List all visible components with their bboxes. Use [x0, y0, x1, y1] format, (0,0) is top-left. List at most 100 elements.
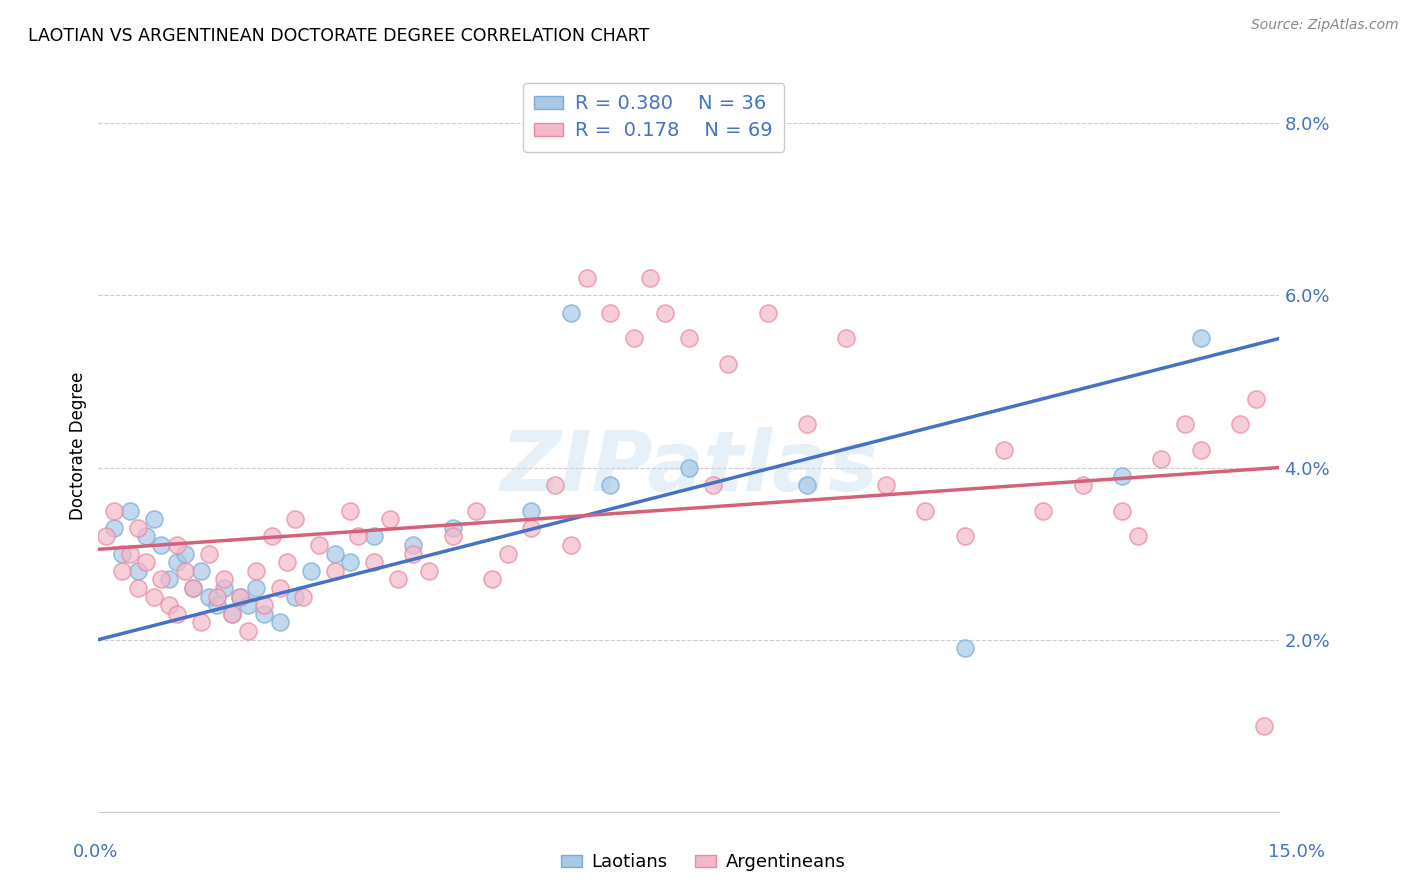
Point — [174, 564, 197, 578]
Point — [756, 305, 779, 319]
Point — [1189, 331, 1212, 345]
Point — [190, 564, 212, 578]
Point — [269, 615, 291, 630]
Point — [269, 581, 291, 595]
Point — [245, 564, 267, 578]
Point — [323, 547, 346, 561]
Point — [292, 590, 315, 604]
Point — [875, 477, 897, 491]
Point — [1244, 392, 1267, 406]
Point — [142, 590, 165, 604]
Point — [118, 503, 141, 517]
Point — [236, 624, 259, 638]
Point — [441, 521, 464, 535]
Text: 0.0%: 0.0% — [73, 843, 118, 861]
Point — [135, 555, 157, 569]
Point — [1150, 451, 1173, 466]
Legend: R = 0.380    N = 36, R =  0.178    N = 69: R = 0.380 N = 36, R = 0.178 N = 69 — [523, 83, 785, 152]
Point — [323, 564, 346, 578]
Point — [253, 607, 276, 621]
Point — [953, 641, 976, 656]
Point — [993, 443, 1015, 458]
Point — [221, 607, 243, 621]
Point — [157, 598, 180, 612]
Point — [127, 581, 149, 595]
Point — [181, 581, 204, 595]
Point — [378, 512, 401, 526]
Point — [103, 521, 125, 535]
Point — [111, 547, 134, 561]
Point — [1111, 503, 1133, 517]
Point — [1229, 417, 1251, 432]
Point — [717, 357, 740, 371]
Point — [599, 305, 621, 319]
Point — [127, 521, 149, 535]
Point — [599, 477, 621, 491]
Point — [260, 529, 283, 543]
Point — [197, 590, 219, 604]
Point — [465, 503, 488, 517]
Point — [339, 555, 361, 569]
Point — [197, 547, 219, 561]
Point — [127, 564, 149, 578]
Text: 15.0%: 15.0% — [1268, 843, 1324, 861]
Point — [678, 460, 700, 475]
Point — [166, 555, 188, 569]
Point — [363, 555, 385, 569]
Point — [387, 573, 409, 587]
Point — [236, 598, 259, 612]
Point — [229, 590, 252, 604]
Text: LAOTIAN VS ARGENTINEAN DOCTORATE DEGREE CORRELATION CHART: LAOTIAN VS ARGENTINEAN DOCTORATE DEGREE … — [28, 27, 650, 45]
Point — [1174, 417, 1197, 432]
Point — [402, 538, 425, 552]
Point — [1032, 503, 1054, 517]
Point — [166, 607, 188, 621]
Point — [221, 607, 243, 621]
Point — [135, 529, 157, 543]
Point — [520, 503, 543, 517]
Point — [308, 538, 330, 552]
Point — [150, 538, 173, 552]
Point — [284, 590, 307, 604]
Point — [796, 477, 818, 491]
Point — [560, 538, 582, 552]
Point — [214, 581, 236, 595]
Point — [481, 573, 503, 587]
Point — [96, 529, 118, 543]
Point — [520, 521, 543, 535]
Point — [496, 547, 519, 561]
Point — [1111, 469, 1133, 483]
Point — [953, 529, 976, 543]
Point — [796, 417, 818, 432]
Point — [214, 573, 236, 587]
Point — [118, 547, 141, 561]
Point — [623, 331, 645, 345]
Point — [174, 547, 197, 561]
Point — [347, 529, 370, 543]
Point — [103, 503, 125, 517]
Point — [702, 477, 724, 491]
Legend: Laotians, Argentineans: Laotians, Argentineans — [554, 847, 852, 879]
Point — [142, 512, 165, 526]
Point — [205, 590, 228, 604]
Point — [560, 305, 582, 319]
Point — [150, 573, 173, 587]
Text: ZIPatlas: ZIPatlas — [501, 427, 877, 508]
Point — [1189, 443, 1212, 458]
Point — [166, 538, 188, 552]
Point — [914, 503, 936, 517]
Point — [402, 547, 425, 561]
Point — [229, 590, 252, 604]
Point — [181, 581, 204, 595]
Point — [418, 564, 440, 578]
Point — [575, 271, 598, 285]
Point — [253, 598, 276, 612]
Point — [441, 529, 464, 543]
Point — [1253, 719, 1275, 733]
Point — [1071, 477, 1094, 491]
Point — [678, 331, 700, 345]
Point — [835, 331, 858, 345]
Point — [299, 564, 322, 578]
Point — [284, 512, 307, 526]
Point — [157, 573, 180, 587]
